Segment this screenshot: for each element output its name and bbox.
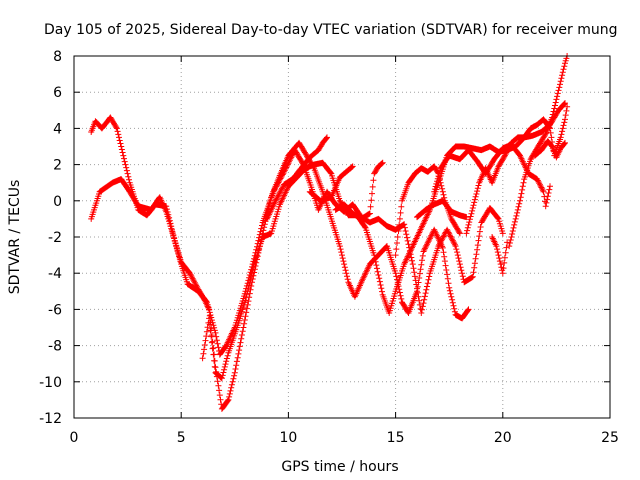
- series-markers: [532, 138, 568, 161]
- y-tick-label: -10: [39, 375, 62, 391]
- series-track-10: [463, 103, 571, 237]
- chart-title: Day 105 of 2025, Sidereal Day-to-day VTE…: [44, 22, 618, 38]
- series-markers: [306, 163, 356, 204]
- y-tick-label: 8: [53, 49, 62, 65]
- x-tick-label: 20: [494, 430, 512, 446]
- x-tick-label: 0: [70, 430, 79, 446]
- series-track-13: [532, 138, 568, 161]
- y-tick-label: -6: [48, 302, 62, 318]
- series-markers: [414, 197, 470, 221]
- series-track-2: [88, 114, 472, 412]
- y-tick-label: -4: [48, 266, 62, 282]
- series-markers: [264, 134, 330, 222]
- x-tick-label: 15: [387, 430, 405, 446]
- series-track-9: [414, 197, 470, 221]
- x-tick-label: 5: [177, 430, 186, 446]
- data-marks: [88, 53, 571, 412]
- series-track-12: [506, 53, 571, 250]
- series-track-11: [489, 234, 511, 277]
- y-tick-label: 2: [53, 158, 62, 174]
- y-tick-label: -12: [39, 411, 62, 427]
- x-tick-label: 10: [279, 430, 297, 446]
- series-markers: [489, 234, 511, 277]
- series-track-6: [332, 159, 386, 222]
- y-tick-label: -2: [48, 230, 62, 246]
- series-track-4: [264, 134, 330, 222]
- series-markers: [88, 114, 472, 412]
- series-markers: [463, 103, 571, 237]
- y-tick-label: -8: [48, 339, 62, 355]
- x-axis-label: GPS time / hours: [281, 459, 398, 475]
- axis-ticks: 0 5 10 15 20 25 -12 -10 -8 -6 -4 -2 0 2 4 6 8: [39, 49, 619, 446]
- series-markers: [332, 159, 386, 222]
- x-tick-label: 25: [601, 430, 619, 446]
- y-tick-label: 0: [53, 194, 62, 210]
- series-markers: [506, 53, 571, 250]
- grid-lines: [74, 56, 610, 418]
- series-track-5: [306, 163, 356, 204]
- y-tick-label: 6: [53, 85, 62, 101]
- y-axis-label: SDTVAR / TECUs: [7, 180, 23, 295]
- y-tick-label: 4: [53, 121, 62, 137]
